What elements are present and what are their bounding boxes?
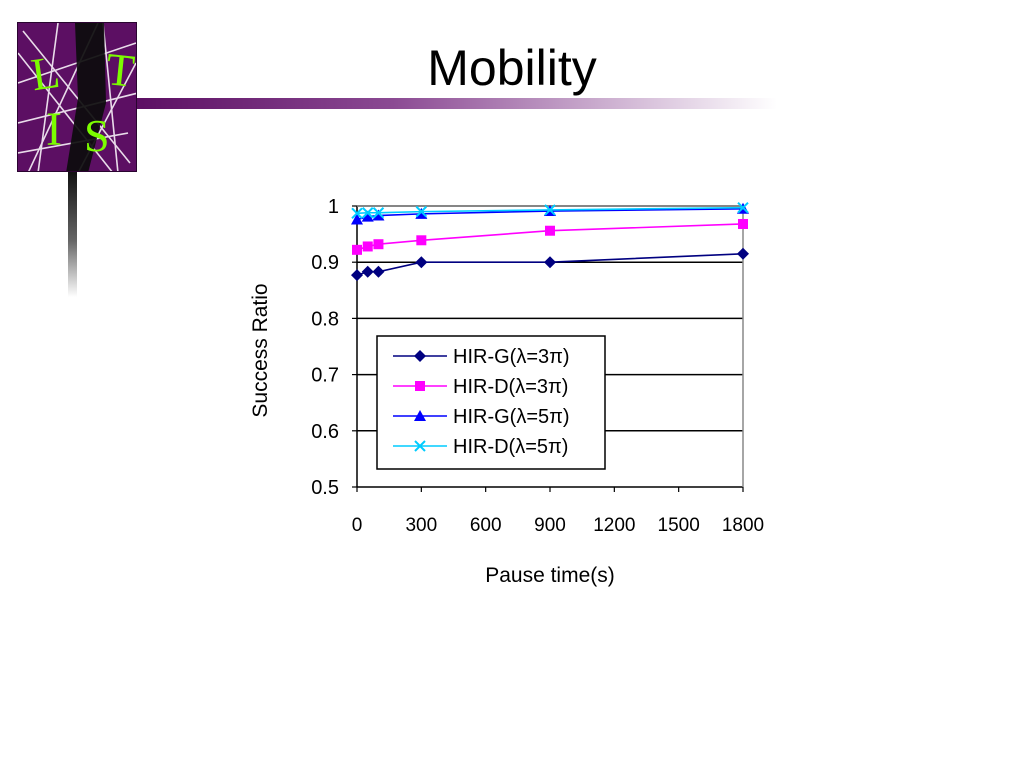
- series-1-point: [415, 256, 428, 269]
- legend-swatch-marker: [414, 410, 426, 421]
- series-1-point: [372, 265, 385, 278]
- logo-letter-t: T: [104, 43, 137, 97]
- logo-letter-s: S: [84, 110, 110, 161]
- series-2-point: [545, 225, 555, 236]
- logo-letter-i: I: [46, 103, 62, 156]
- series-2-point: [373, 239, 384, 250]
- slide-title: Mobility: [427, 40, 597, 96]
- y-tick-label: 0.8: [311, 308, 339, 330]
- series-3-point: [361, 210, 374, 222]
- lts-logo: L T I S: [17, 22, 137, 172]
- series-2-point: [416, 235, 427, 246]
- legend-label: HIR-D(λ=3π): [453, 376, 568, 398]
- legend-label: HIR-G(λ=5π): [453, 406, 570, 428]
- y-tick-label: 0.7: [311, 365, 339, 387]
- legend-swatch-marker: [415, 381, 425, 391]
- series-3-point: [415, 207, 428, 219]
- series-2-point: [352, 244, 362, 255]
- x-tick-label: 300: [405, 515, 437, 536]
- x-tick-label: 600: [470, 515, 502, 536]
- x-tick-label: 1500: [658, 515, 700, 536]
- series-1-point: [351, 269, 363, 282]
- x-axis-title: Pause time(s): [485, 564, 615, 587]
- logo-letters: L T I S: [28, 43, 137, 161]
- legend-swatch-marker: [414, 350, 426, 362]
- series-2-point: [738, 218, 748, 229]
- series-4-point: [415, 205, 428, 218]
- series-4-point: [372, 207, 385, 219]
- legend-swatch-marker: [414, 440, 426, 452]
- series-4-point: [351, 207, 363, 220]
- y-tick-label: 0.6: [311, 421, 339, 443]
- chart-container: 0.5 0.6 0.7 0.8 0.9 1 0 300 600 900 1200 1500 1800 Pa…: [225, 172, 770, 600]
- series-4-point: [737, 201, 749, 214]
- series-1-point: [544, 256, 556, 269]
- legend-box: [376, 335, 606, 470]
- x-tick-label: 1800: [722, 515, 764, 536]
- series-1-point: [737, 247, 749, 260]
- series-4-point: [544, 204, 556, 216]
- x-tick-label: 900: [534, 515, 566, 536]
- success-ratio-chart: 0.5 0.6 0.7 0.8 0.9 1 0 300 600 900 1200 1500 1800 Pa…: [249, 196, 764, 587]
- legend-label: HIR-D(λ=5π): [453, 436, 568, 458]
- series-3-point: [372, 209, 385, 221]
- x-tick-label: 1200: [593, 515, 635, 536]
- series-1-point: [361, 265, 374, 278]
- legend-label: HIR-G(λ=3π): [453, 346, 570, 368]
- y-tick-label: 0.5: [311, 477, 339, 499]
- decor-title-underline: [137, 98, 777, 109]
- y-tick-label: 0.9: [311, 252, 339, 274]
- series-2-point: [362, 241, 373, 252]
- y-tick-label: 1: [328, 196, 339, 218]
- series-4-point: [362, 207, 374, 219]
- decor-vertical-bar: [68, 172, 77, 297]
- series-3-point: [351, 213, 363, 225]
- x-tick-label: 0: [352, 515, 363, 536]
- y-axis-title: Success Ratio: [249, 283, 272, 417]
- series-line-4: [356, 206, 744, 215]
